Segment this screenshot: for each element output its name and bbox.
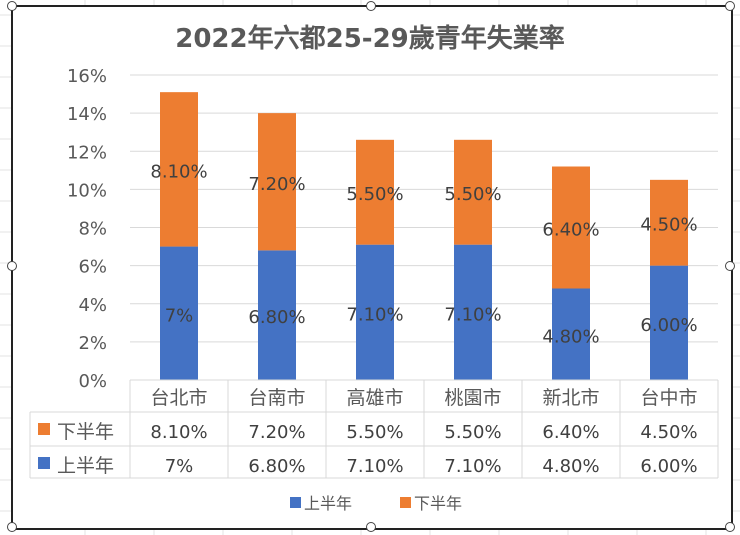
legend-label: 上半年 [304, 494, 352, 513]
table-cell: 8.10% [150, 422, 207, 443]
legend-swatch [400, 497, 411, 508]
resize-handle[interactable] [725, 261, 735, 271]
legend-key [38, 423, 50, 435]
bar-second-half [454, 139, 492, 245]
table-cell: 6.40% [542, 422, 599, 443]
table-cell: 5.50% [444, 422, 501, 443]
data-label: 7.10% [346, 304, 403, 325]
y-tick-label: 6% [78, 257, 107, 278]
table-cell: 4.80% [542, 456, 599, 477]
data-label: 7.20% [248, 174, 305, 195]
data-label: 4.50% [640, 215, 697, 236]
resize-handle[interactable] [366, 522, 376, 532]
category-label: 新北市 [542, 387, 599, 409]
table-cell: 6.80% [248, 456, 305, 477]
data-label: 7% [165, 305, 194, 326]
table-cell: 4.50% [640, 422, 697, 443]
data-label: 7.10% [444, 304, 501, 325]
chart-title: 2022年六都25-29歲青年失業率 [175, 24, 565, 54]
data-label: 5.50% [346, 184, 403, 205]
y-tick-label: 0% [78, 371, 107, 392]
y-tick-label: 4% [78, 295, 107, 316]
bar-second-half [650, 179, 688, 266]
category-label: 台中市 [640, 387, 697, 409]
category-label: 台北市 [150, 387, 207, 409]
category-label: 桃園市 [444, 387, 501, 409]
y-tick-label: 8% [78, 219, 107, 240]
y-tick-label: 2% [78, 333, 107, 354]
table-cell: 7% [165, 456, 194, 477]
bar-second-half [356, 139, 394, 245]
bar-first-half [454, 244, 492, 380]
bar-first-half [552, 288, 590, 380]
legend-key [38, 457, 50, 469]
table-series-label: 上半年 [57, 455, 114, 477]
table-cell: 5.50% [346, 422, 403, 443]
bar-first-half [650, 265, 688, 380]
data-label: 6.40% [542, 220, 599, 241]
y-tick-label: 14% [67, 104, 107, 125]
category-label: 高雄市 [346, 387, 403, 409]
table-series-label: 下半年 [57, 421, 114, 443]
data-label: 6.80% [248, 307, 305, 328]
table-cell: 7.10% [346, 456, 403, 477]
category-label: 台南市 [248, 387, 305, 409]
resize-handle[interactable] [725, 522, 735, 532]
bar-first-half [356, 244, 394, 380]
legend-label: 下半年 [414, 494, 462, 513]
bar-second-half [552, 166, 590, 289]
bar-first-half [258, 250, 296, 380]
resize-handle[interactable] [7, 522, 17, 532]
y-tick-label: 16% [67, 66, 107, 87]
resize-handle[interactable] [366, 1, 376, 11]
resize-handle[interactable] [725, 1, 735, 11]
bar-second-half [258, 113, 296, 251]
resize-handle[interactable] [7, 1, 17, 11]
data-label: 5.50% [444, 184, 501, 205]
bar-first-half [160, 246, 198, 380]
table-cell: 7.10% [444, 456, 501, 477]
data-label: 8.10% [150, 161, 207, 182]
table-cell: 7.20% [248, 422, 305, 443]
data-label: 6.00% [640, 315, 697, 336]
y-tick-label: 12% [67, 142, 107, 163]
data-label: 4.80% [542, 326, 599, 347]
bar-second-half [160, 92, 198, 247]
legend-swatch [290, 497, 301, 508]
resize-handle[interactable] [7, 261, 17, 271]
y-tick-label: 10% [67, 180, 107, 201]
table-cell: 6.00% [640, 456, 697, 477]
